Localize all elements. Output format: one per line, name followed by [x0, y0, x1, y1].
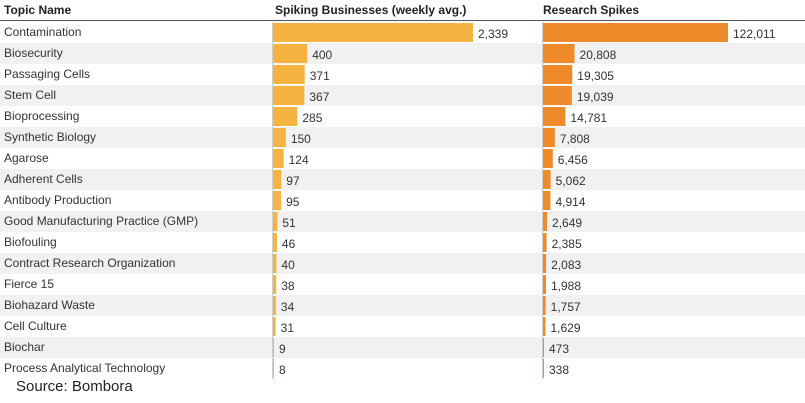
- value-label-research: 473: [549, 342, 569, 356]
- bar-research: [543, 170, 551, 189]
- value-label-research: 122,011: [733, 27, 776, 41]
- bar-businesses: [273, 65, 305, 84]
- bar-research: [543, 149, 553, 168]
- bar-businesses: [273, 212, 278, 231]
- column-header-0: Topic Name: [4, 3, 71, 17]
- row-stripe: [0, 169, 805, 190]
- row-stripe: [0, 337, 805, 358]
- bar-research: [543, 44, 575, 63]
- bar-businesses: [273, 254, 277, 273]
- value-label-businesses: 46: [282, 237, 296, 251]
- value-label-research: 2,385: [552, 237, 582, 251]
- value-label-research: 5,062: [556, 174, 586, 188]
- topic-label: Biochar: [4, 340, 45, 354]
- bar-businesses: [273, 170, 282, 189]
- topic-label: Contamination: [4, 25, 81, 39]
- value-label-businesses: 40: [281, 258, 295, 272]
- bar-businesses: [273, 86, 305, 105]
- bar-research: [543, 128, 555, 147]
- bar-research: [543, 317, 546, 336]
- topic-label: Passaging Cells: [4, 67, 90, 81]
- row-stripe: [0, 85, 805, 106]
- bar-businesses: [273, 191, 282, 210]
- bar-research: [543, 275, 547, 294]
- value-label-businesses: 38: [281, 279, 295, 293]
- bar-businesses: [273, 44, 308, 63]
- column-header-2: Research Spikes: [543, 3, 639, 17]
- bar-businesses: [273, 107, 298, 126]
- value-label-businesses: 124: [289, 153, 309, 167]
- bar-research: [543, 23, 728, 42]
- bar-businesses: [273, 359, 274, 378]
- topic-label: Stem Cell: [4, 88, 56, 102]
- bar-research: [543, 107, 566, 126]
- bar-research: [543, 296, 546, 315]
- topic-label: Biosecurity: [4, 46, 63, 60]
- bar-research: [543, 191, 551, 210]
- value-label-research: 19,039: [577, 90, 614, 104]
- value-label-businesses: 51: [282, 216, 296, 230]
- bar-businesses: [273, 23, 473, 42]
- topic-label: Contract Research Organization: [4, 256, 175, 270]
- topic-label: Biohazard Waste: [4, 298, 95, 312]
- value-label-businesses: 2,339: [478, 27, 508, 41]
- bar-research: [543, 338, 544, 357]
- value-label-research: 1,988: [551, 279, 581, 293]
- bar-research: [543, 65, 573, 84]
- value-label-businesses: 95: [286, 195, 300, 209]
- column-header-1: Spiking Businesses (weekly avg.): [275, 3, 466, 17]
- bar-businesses: [273, 338, 274, 357]
- bar-businesses: [273, 275, 277, 294]
- value-label-research: 2,083: [551, 258, 581, 272]
- topic-label: Agarose: [4, 151, 49, 165]
- source-note: Source: Bombora: [16, 378, 133, 395]
- value-label-businesses: 371: [310, 69, 330, 83]
- value-label-businesses: 285: [302, 111, 322, 125]
- bar-research: [543, 233, 547, 252]
- topic-label: Biofouling: [4, 235, 57, 249]
- value-label-businesses: 97: [286, 174, 300, 188]
- value-label-businesses: 8: [279, 363, 286, 377]
- bar-businesses: [273, 149, 284, 168]
- value-label-businesses: 400: [312, 48, 332, 62]
- row-stripe: [0, 43, 805, 64]
- topic-label: Synthetic Biology: [4, 130, 96, 144]
- topic-label: Bioprocessing: [4, 109, 79, 123]
- value-label-businesses: 34: [281, 300, 295, 314]
- value-label-businesses: 31: [281, 321, 295, 335]
- bar-businesses: [273, 296, 276, 315]
- topic-label: Adherent Cells: [4, 172, 83, 186]
- bar-businesses: [273, 317, 276, 336]
- topic-label: Antibody Production: [4, 193, 111, 207]
- value-label-research: 2,649: [552, 216, 582, 230]
- value-label-research: 4,914: [555, 195, 585, 209]
- value-label-research: 19,305: [577, 69, 614, 83]
- topic-label: Fierce 15: [4, 277, 54, 291]
- value-label-businesses: 9: [279, 342, 286, 356]
- value-label-research: 1,629: [550, 321, 580, 335]
- value-label-research: 6,456: [558, 153, 588, 167]
- row-stripe: [0, 295, 805, 316]
- topic-label: Process Analytical Technology: [4, 361, 165, 375]
- bar-research: [543, 254, 547, 273]
- bar-research: [543, 359, 544, 378]
- value-label-research: 338: [549, 363, 569, 377]
- topic-label: Cell Culture: [4, 319, 67, 333]
- value-label-research: 20,808: [580, 48, 617, 62]
- bar-research: [543, 86, 572, 105]
- bar-businesses: [273, 233, 277, 252]
- row-stripe: [0, 127, 805, 148]
- row-stripe: [0, 211, 805, 232]
- value-label-businesses: 367: [309, 90, 329, 104]
- value-label-research: 14,781: [570, 111, 607, 125]
- bar-businesses: [273, 128, 286, 147]
- bar-research: [543, 212, 548, 231]
- value-label-businesses: 150: [291, 132, 311, 146]
- row-stripe: [0, 253, 805, 274]
- topic-label: Good Manufacturing Practice (GMP): [4, 214, 198, 228]
- value-label-research: 1,757: [551, 300, 581, 314]
- value-label-research: 7,808: [560, 132, 590, 146]
